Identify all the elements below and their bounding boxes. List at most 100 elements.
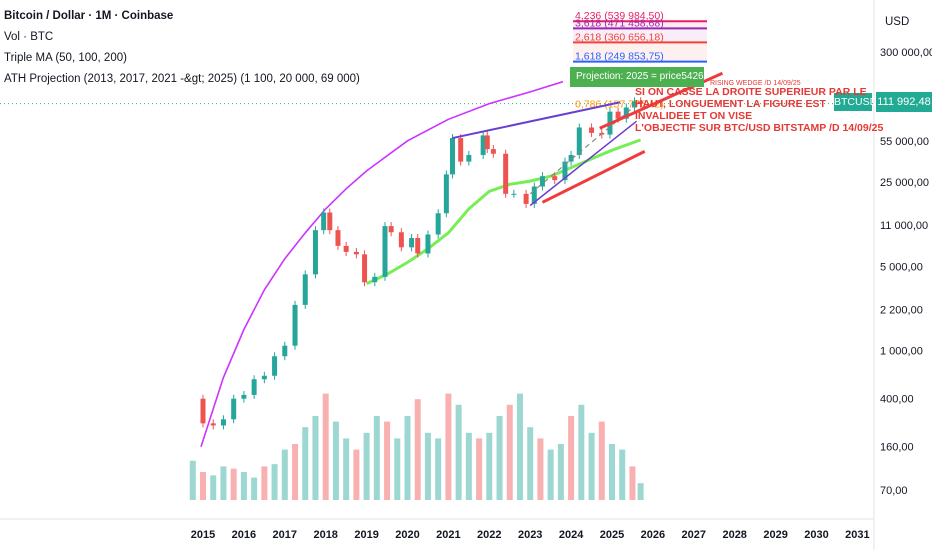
y-tick-label: 25 000,00 [880,177,929,189]
fib-label: 4,236 (539 984,50) [575,10,664,22]
fib-label: 3,618 (471 458,68) [575,17,664,29]
volume-bar [496,416,503,500]
x-axis[interactable]: 2015 2016 2017 2018 2019 2020 2021 2022 2023 2024… [191,529,870,541]
candle-body [327,212,333,231]
x-tick-label: 2027 [682,529,706,541]
volume-bar [312,416,319,500]
volume-bar [619,449,626,500]
currency-label[interactable]: USD [885,16,910,28]
x-tick-label: 2029 [763,529,787,541]
x-tick-label: 2015 [191,529,215,541]
projection-box[interactable]: Projection: 2025 = price54264 [570,67,704,87]
wedge-lower-line [529,120,638,207]
volume-bar [506,404,513,500]
y-tick-label: 70,00 [880,485,908,497]
candle-body [443,174,449,214]
candle-body [631,101,637,108]
volume-bar [322,393,329,500]
volume-bar [281,449,288,500]
volume-bar [637,483,644,500]
wedge-upper-line [452,101,621,140]
fib-zone [573,28,707,43]
candle-body [589,127,595,133]
volume-bar [332,421,339,500]
volume-bar [527,427,534,500]
x-tick-label: 2019 [354,529,378,541]
candle-body [449,138,455,175]
volume-bar [230,468,237,500]
volume-bar [547,449,554,500]
volume-bars [189,393,644,500]
x-tick-label: 2026 [641,529,665,541]
candle-body [466,154,472,162]
candle-body [372,276,378,283]
candle-body [531,186,537,204]
candle-body [312,230,318,275]
volume-bar [414,399,421,500]
candle-body [353,251,359,255]
ath-projection-curve [200,80,564,447]
symbol-title[interactable]: Bitcoin / Dollar · 1M · Coinbase [4,10,174,22]
y-tick-label: 11 000,00 [880,220,928,232]
candle-body [638,101,644,104]
candle-body [272,356,278,376]
y-tick-label: 160,00 [880,442,914,454]
fib-label: 2,618 (360 656,18) [575,31,664,43]
fib-zone [573,21,707,29]
volume-bar [302,427,309,500]
triple-ma-label[interactable]: Triple MA (50, 100, 200) [4,52,127,64]
candle-body [382,226,388,277]
last-price-tag: 111 992,48 [876,92,932,112]
grid [0,0,875,550]
volume-bar [537,438,544,500]
symbol-tag: BTCUSD [834,93,877,111]
candle-body [615,111,621,119]
fib-label: 1,618 (249 853,75) [575,51,664,63]
ath-projection-label[interactable]: ATH Projection (2013, 2017, 2021 -&gt; 2… [4,73,360,85]
candle-body [503,153,509,194]
fibonacci-levels[interactable]: 4,236 (539 984,50)3,618 (471 458,68) 2,61… [573,10,707,111]
volume-indicator-label[interactable]: Vol · BTC [4,31,54,43]
volume-bar [210,475,217,500]
x-tick-label: 2025 [600,529,624,541]
candle-body [261,375,267,380]
candle-body [282,345,288,357]
candle-body [251,379,257,395]
legend: Bitcoin / Dollar · 1M · Coinbase Vol · B… [4,6,360,90]
y-tick-label: 300 000,00 [880,47,932,59]
analysis-annotation[interactable]: SI ON CASSE LA DROITE SUPERIEUR PAR LE H… [635,86,884,134]
volume-bar [598,421,605,500]
volume-bar [476,438,483,500]
x-tick-label: 2030 [804,529,828,541]
volume-bar [588,432,595,500]
candle-body [362,254,368,283]
candle-body [335,230,341,246]
volume-bar [435,438,442,500]
candle-body [623,107,629,119]
x-tick-label: 2028 [722,529,746,541]
volume-bar [609,444,615,500]
wedge-note[interactable]: RISING WEDGE /D 14/09/25 [710,80,801,87]
x-tick-label: 2031 [845,529,869,541]
volume-bar [343,438,350,500]
y-tick-label: 1 000,00 [880,346,923,358]
candle-body [511,193,517,195]
volume-bar [271,464,278,500]
candle-body [398,232,404,248]
y-tick-label: 400,00 [880,394,914,406]
volume-bar [363,432,370,500]
candle-body [480,135,486,155]
candle-body [409,238,415,248]
candle-body [552,176,558,181]
candle-body [321,212,327,231]
volume-bar [424,432,431,500]
volume-bar [189,460,196,500]
candle-body [388,226,394,233]
volume-bar [251,477,258,500]
x-tick-label: 2022 [477,529,501,541]
volume-bar [578,404,585,500]
candle-body [425,234,431,254]
candle-body [539,176,545,187]
